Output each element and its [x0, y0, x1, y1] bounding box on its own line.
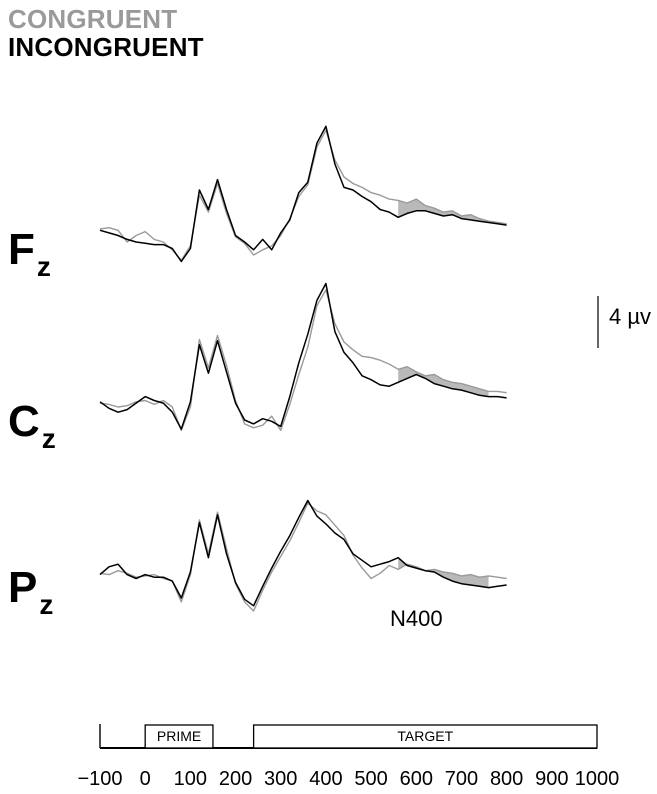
series-congruent-cz [99, 289, 507, 432]
n400-shaded-area [398, 199, 489, 223]
panel-cz [99, 282, 507, 432]
x-tick-label: 600 [400, 768, 433, 790]
time-axis: PRIME TARGET −100 0 100 200 300 400 500 600 700 800… [77, 724, 619, 790]
series-incongruent-fz [99, 125, 507, 263]
series-incongruent-cz [99, 282, 507, 430]
channel-label-fz: Fz [8, 225, 51, 283]
x-tick-label: −100 [77, 768, 122, 790]
n400-annotation: N400 [390, 606, 443, 631]
scale-label: 4 µv [609, 304, 652, 329]
x-tick-label: 500 [354, 768, 387, 790]
prime-label: PRIME [157, 728, 201, 744]
x-tick-label: 200 [219, 768, 252, 790]
channel-label-pz: Pz [8, 563, 54, 621]
target-box [252, 724, 598, 749]
panel-pz [99, 499, 507, 612]
x-tick-label: 400 [309, 768, 342, 790]
x-tick-label: 300 [264, 768, 297, 790]
x-tick-label: 0 [140, 768, 151, 790]
legend-congruent: CONGRUENT [8, 4, 178, 34]
prime-box [144, 724, 214, 749]
x-tick-label: 700 [445, 768, 478, 790]
series-congruent-fz [99, 129, 507, 261]
n400-shaded-area [398, 366, 489, 397]
channel-label-cz: Cz [8, 397, 56, 455]
panel-fz [99, 125, 507, 263]
legend-incongruent: INCONGRUENT [8, 32, 204, 62]
target-label: TARGET [397, 728, 453, 744]
x-tick-label: 100 [174, 768, 207, 790]
x-tick-label: 900 [535, 768, 568, 790]
x-tick-label: 800 [490, 768, 523, 790]
x-tick-label: 1000 [575, 768, 620, 790]
series-congruent-pz [99, 502, 507, 612]
series-incongruent-pz [99, 499, 507, 607]
